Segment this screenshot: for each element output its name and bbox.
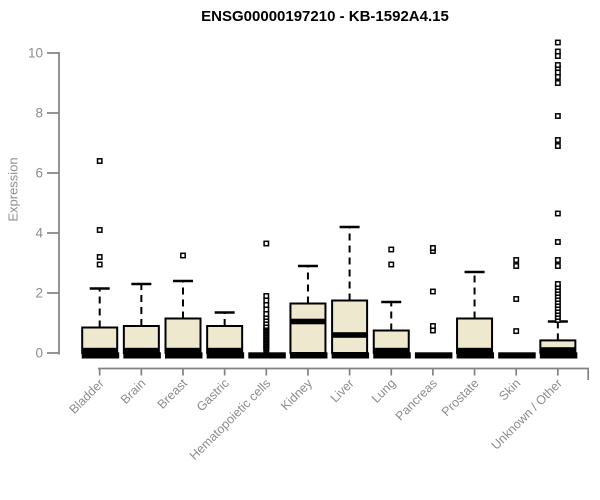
x-tick-label: Kidney [278, 376, 315, 413]
box-liver [331, 299, 369, 354]
x-tick-label: Prostate [439, 376, 482, 419]
x-tick-label: Liver [328, 376, 357, 405]
box-base-shadow [373, 352, 411, 359]
x-tick-label: Brain [118, 376, 149, 407]
median-line [207, 347, 243, 354]
outlier-point [554, 74, 561, 80]
x-tick-label: Pancreas [393, 376, 440, 423]
outlier-point [513, 328, 520, 335]
outlier-point [96, 158, 103, 164]
outlier-point [554, 137, 561, 143]
outlier-point [554, 143, 561, 149]
x-tick-label: Gastric [194, 376, 232, 414]
y-tick-label: 6 [35, 166, 43, 181]
outlier-point [429, 245, 436, 251]
outlier-point [554, 239, 561, 245]
outlier-point [263, 293, 270, 299]
outlier-point [554, 53, 561, 59]
outlier-point [180, 252, 186, 259]
outlier-point [554, 257, 561, 263]
outlier-point [429, 327, 436, 334]
outlier-point [96, 254, 103, 260]
box-base-shadow [456, 352, 495, 359]
y-tick-label: 10 [28, 46, 43, 61]
median-line [332, 332, 368, 338]
collapsed-box [498, 352, 536, 359]
outlier-point [263, 311, 270, 317]
box-base-shadow [289, 352, 328, 359]
x-tick-label: Hematopoietic cells [187, 376, 274, 463]
outlier-point [96, 227, 103, 233]
outlier-point [554, 39, 561, 46]
outlier-point [554, 113, 561, 119]
collapsed-box [248, 352, 286, 359]
outlier-point [554, 263, 561, 269]
outlier-point [96, 261, 103, 268]
x-tick-label: Unknown / Other [489, 376, 565, 452]
outlier-point [263, 240, 270, 247]
median-line [540, 347, 576, 353]
x-tick-label: Skin [496, 376, 523, 403]
y-tick-label: 0 [35, 346, 43, 361]
box-base-shadow [81, 352, 120, 359]
outlier-point [388, 246, 395, 253]
outlier-point [554, 69, 561, 76]
chart-title: ENSG00000197210 - KB-1592A4.15 [201, 8, 449, 25]
outlier-point [554, 281, 561, 287]
box-base-shadow [539, 352, 578, 359]
outlier-point [388, 261, 395, 268]
median-line [82, 347, 118, 354]
outlier-point [263, 302, 270, 308]
outlier-point [513, 263, 520, 269]
x-tick-label: Lung [369, 376, 399, 406]
outlier-point [429, 288, 436, 295]
outlier-point [513, 257, 520, 263]
y-tick-label: 8 [35, 106, 43, 121]
median-line [165, 347, 201, 354]
median-line [123, 347, 159, 354]
box-kidney [289, 302, 327, 354]
outlier-point [554, 62, 561, 68]
box-base-shadow [206, 352, 245, 359]
collapsed-box [414, 352, 453, 359]
outlier-point [554, 48, 561, 55]
x-tick-label: Bladder [66, 376, 106, 416]
median-line [457, 347, 493, 354]
box-base-shadow [165, 352, 203, 359]
median-line [290, 318, 326, 325]
x-tick-label: Breast [155, 376, 191, 412]
y-tick-label: 4 [35, 226, 43, 241]
outlier-point [263, 297, 270, 304]
outlier-point [554, 210, 561, 217]
box-base-shadow [331, 352, 370, 359]
outlier-point [263, 306, 270, 313]
median-line [373, 347, 409, 354]
outlier-point [554, 80, 561, 86]
box-base-shadow [123, 352, 161, 359]
outlier-point [429, 323, 436, 329]
outlier-point [513, 296, 520, 302]
y-tick-label: 2 [35, 286, 43, 301]
